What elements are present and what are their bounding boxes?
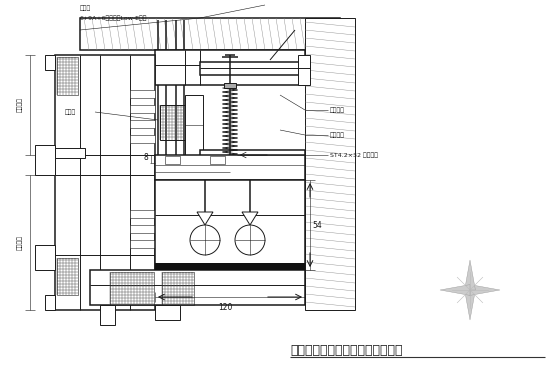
Bar [45,295,55,310]
Bar [162,272,194,305]
Text: 分格尺寸: 分格尺寸 [17,98,23,112]
Bar [200,62,310,75]
Polygon shape [465,290,475,320]
Bar [35,245,55,270]
Bar [130,135,155,143]
Text: ST4.2×32 自攻螺钉: ST4.2×32 自攻螺钉 [330,152,378,158]
Bar [130,90,155,98]
Bar [200,150,305,165]
Bar [155,50,305,85]
Polygon shape [242,212,258,225]
Bar [298,55,310,85]
Bar [200,150,215,165]
Bar [80,18,340,50]
Text: 54: 54 [312,220,322,230]
Bar [210,156,225,164]
Bar [165,156,180,164]
Bar [100,305,115,325]
Text: 密封胶条: 密封胶条 [330,132,345,138]
Text: 密封胶条: 密封胶条 [330,107,345,113]
Text: 玻璃幕: 玻璃幕 [80,5,91,11]
Bar [155,305,180,320]
Text: 分格尺寸: 分格尺寸 [17,236,23,250]
Bar [160,105,186,140]
Bar [155,155,305,180]
Polygon shape [197,212,213,225]
Bar [130,210,155,218]
Bar [35,145,55,175]
Text: 8: 8 [143,154,148,162]
Text: 120: 120 [218,303,232,312]
Text: 密封胶: 密封胶 [65,109,76,115]
Bar [130,240,155,248]
Bar [130,120,155,128]
Bar [155,180,305,270]
Bar [57,57,78,95]
Bar [90,270,305,305]
Bar [130,225,155,233]
Bar [130,105,155,113]
Bar [224,83,236,88]
Polygon shape [470,285,500,295]
Bar [55,55,155,310]
Bar [55,148,85,158]
Text: 6+9A+6钢化中空Low-E玻璃: 6+9A+6钢化中空Low-E玻璃 [80,15,147,21]
Bar [57,258,78,295]
Polygon shape [465,260,475,290]
Bar [305,18,355,310]
Bar [45,55,55,70]
Bar [155,263,305,270]
Bar [110,272,154,305]
Polygon shape [440,285,470,295]
Text: 某明框玻璃幕墙（八）纵剖节点图: 某明框玻璃幕墙（八）纵剖节点图 [290,344,403,357]
Bar [185,95,203,155]
